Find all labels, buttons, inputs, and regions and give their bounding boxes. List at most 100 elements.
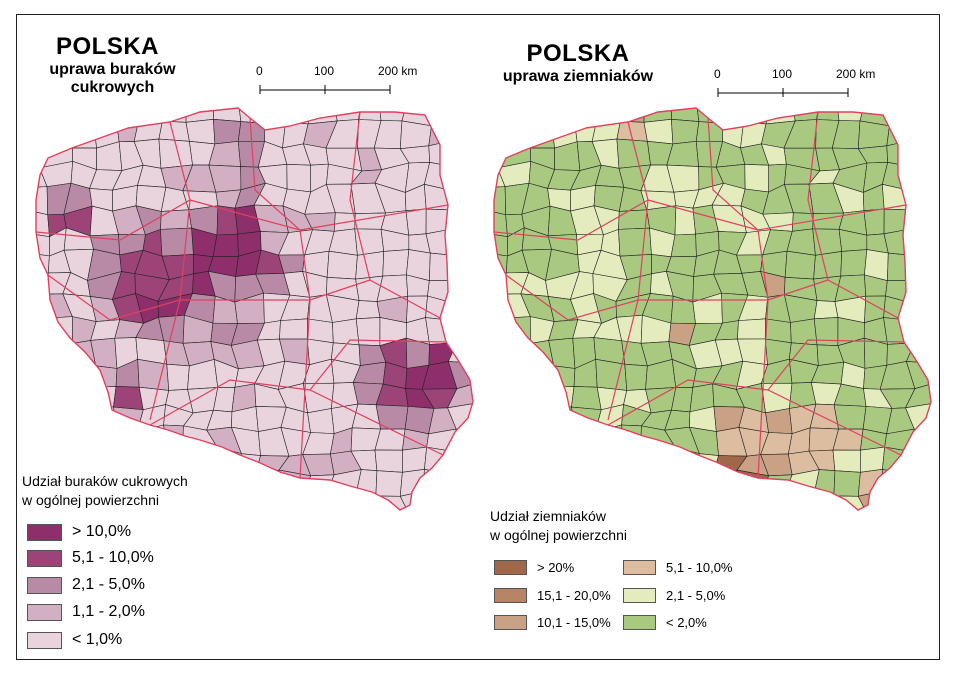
district-region — [499, 108, 530, 121]
left-scale-label-0: 0 — [256, 64, 263, 78]
legend-label: < 2,0% — [666, 615, 707, 630]
left-legend-item: < 1,0% — [27, 631, 122, 649]
left-map-title-block: POLSKA uprawa buraków cukrowych — [30, 33, 195, 97]
right-map-title: POLSKA — [526, 40, 630, 67]
district-region — [185, 108, 215, 123]
district-region — [521, 405, 553, 434]
district-region — [938, 451, 959, 475]
district-region — [36, 108, 50, 120]
district-region — [399, 120, 432, 150]
district-region — [521, 432, 553, 453]
district-region — [36, 186, 48, 216]
district-region — [94, 431, 119, 455]
district-region — [264, 108, 287, 124]
district-region — [618, 227, 652, 257]
district-region — [187, 387, 219, 414]
district-region — [496, 381, 530, 411]
left-legend-item: 1,1 - 2,0% — [27, 603, 145, 621]
district-region — [36, 272, 49, 298]
voivodeship-border — [149, 121, 191, 421]
district-region — [813, 317, 839, 346]
right-scale-label-100: 100 — [772, 67, 793, 81]
district-region — [494, 402, 507, 427]
district-region — [162, 452, 188, 473]
district-region — [326, 250, 358, 280]
district-region — [329, 536, 358, 564]
district-region — [624, 363, 648, 391]
right-map-title-block: POLSKA uprawa ziemniaków — [478, 40, 678, 86]
district-region — [790, 318, 818, 346]
district-region — [645, 387, 677, 414]
district-region — [787, 536, 816, 564]
district-region — [520, 360, 555, 388]
district-region — [115, 108, 143, 121]
district-region — [880, 468, 914, 498]
district-region — [932, 228, 960, 254]
district-region — [783, 494, 819, 510]
district-region — [495, 434, 525, 453]
district-region — [447, 120, 473, 145]
district-region — [643, 119, 674, 145]
district-region — [956, 301, 960, 321]
district-region — [480, 471, 502, 500]
district-region — [383, 562, 406, 588]
legend-swatch — [27, 523, 62, 541]
district-region — [355, 251, 385, 280]
district-region — [425, 295, 454, 321]
district-region — [860, 559, 887, 588]
district-region — [663, 470, 698, 500]
left-legend: Udział buraków cukrowych w ogólnej powie… — [22, 472, 222, 657]
right-map-subtitle: uprawa ziemniaków — [502, 68, 654, 85]
voivodeship-border — [36, 199, 191, 241]
district-region — [906, 299, 931, 321]
district-region — [231, 540, 259, 566]
legend-label: 1,1 - 2,0% — [72, 603, 145, 620]
district-region — [374, 428, 406, 451]
district-region — [230, 498, 260, 510]
district-region — [591, 449, 626, 473]
district-region — [301, 495, 336, 510]
legend-label: 10,1 - 15,0% — [537, 615, 611, 630]
legend-swatch — [27, 549, 62, 567]
left-scale-label-100: 100 — [314, 64, 335, 78]
voivodeship-border — [807, 111, 899, 319]
district-region — [722, 108, 745, 124]
district-region — [113, 386, 144, 411]
right-legend-item: < 2,0% — [623, 615, 707, 630]
legend-swatch — [27, 576, 62, 594]
district-region — [375, 470, 403, 497]
district-region — [930, 186, 931, 213]
district-region — [405, 208, 427, 236]
district-region — [520, 384, 554, 410]
district-region — [331, 560, 358, 589]
district-region — [952, 211, 960, 228]
district-region — [671, 119, 700, 145]
district-region — [36, 337, 43, 365]
left-legend-item: 2,1 - 5,0% — [27, 576, 145, 594]
district-region — [494, 337, 501, 365]
legend-label: 5,1 - 10,0% — [666, 560, 733, 575]
district-region — [495, 337, 528, 367]
district-region — [381, 537, 406, 564]
district-region — [498, 360, 530, 386]
district-region — [569, 471, 601, 500]
district-region — [521, 451, 555, 480]
district-region — [938, 471, 960, 500]
district-region — [212, 233, 239, 258]
district-region — [764, 318, 792, 344]
district-region — [928, 117, 931, 148]
right-legend: Udział ziemniaków w ogólnej powierzchni … — [490, 507, 760, 637]
legend-label: > 20% — [537, 560, 575, 575]
district-region — [905, 120, 931, 145]
district-region — [259, 565, 289, 582]
district-region — [425, 208, 457, 235]
district-region — [832, 428, 864, 451]
right-legend-item: 2,1 - 5,0% — [623, 588, 725, 603]
district-region — [784, 250, 816, 280]
district-region — [552, 431, 577, 455]
district-region — [446, 517, 478, 536]
district-region — [47, 402, 74, 433]
district-region — [494, 186, 506, 216]
district-region — [133, 424, 168, 453]
district-region — [451, 209, 473, 237]
